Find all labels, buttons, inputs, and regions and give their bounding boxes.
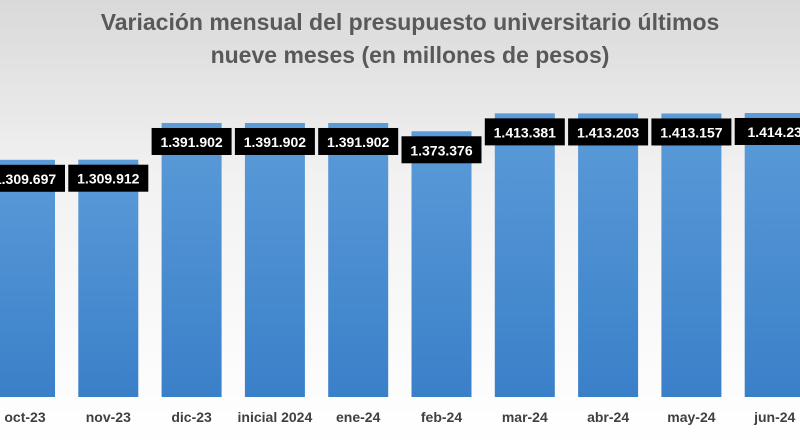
data-label: 1.309.697 (0, 171, 56, 187)
data-label-box (734, 117, 800, 145)
data-label-box (151, 127, 232, 155)
data-label: 1.413.157 (660, 124, 722, 140)
data-label-box (484, 118, 565, 146)
bar (411, 131, 472, 397)
chart-title-line1: Variación mensual del presupuesto univer… (100, 9, 720, 35)
x-tick-label: inicial 2024 (238, 409, 313, 425)
data-label-box (68, 164, 149, 192)
bar (328, 122, 389, 397)
x-tick-label: dic-23 (171, 409, 212, 425)
data-label: 1.391.902 (244, 134, 306, 150)
data-label-box (234, 127, 315, 155)
x-tick-label: may-24 (667, 409, 715, 425)
data-label-box (401, 136, 482, 164)
x-tick-label: ene-24 (336, 409, 381, 425)
x-tick-label: mar-24 (502, 409, 548, 425)
x-tick-label: feb-24 (421, 409, 462, 425)
data-label: 1.373.376 (410, 142, 472, 158)
bar (0, 159, 55, 397)
data-label-box (0, 164, 65, 192)
bar (661, 113, 722, 397)
chart-title-line2: nueve meses (en millones de pesos) (210, 42, 610, 68)
data-label: 1.391.902 (327, 134, 389, 150)
data-label: 1.414.23 (747, 124, 800, 140)
data-label: 1.413.381 (494, 124, 556, 140)
data-label-box (568, 118, 649, 146)
x-tick-label: oct-23 (4, 409, 45, 425)
chart-title: Variación mensual del presupuesto univer… (0, 6, 800, 72)
bar (161, 122, 222, 397)
data-label-box (318, 127, 399, 155)
data-label: 1.309.912 (77, 171, 139, 187)
bar (494, 113, 555, 397)
bar (78, 159, 139, 397)
bar (244, 122, 305, 397)
data-label: 1.391.902 (160, 134, 222, 150)
data-label-box (651, 118, 732, 146)
bar (744, 112, 800, 397)
bar (578, 113, 639, 397)
x-tick-label: nov-23 (86, 409, 131, 425)
x-tick-label: jun-24 (753, 409, 795, 425)
data-label: 1.413.203 (577, 124, 639, 140)
x-tick-label: abr-24 (587, 409, 629, 425)
